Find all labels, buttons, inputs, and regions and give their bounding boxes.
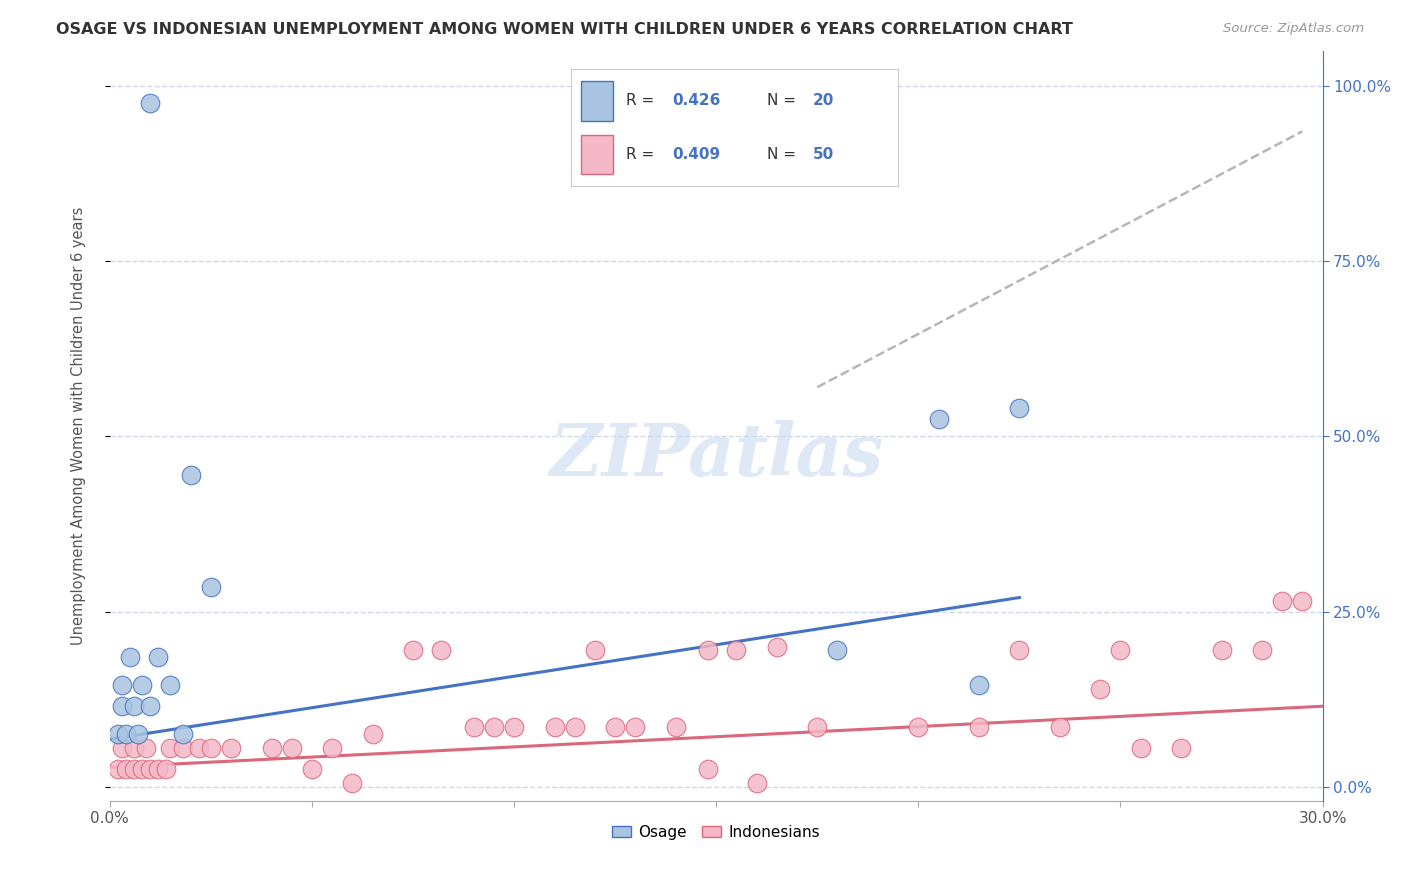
Point bbox=[342, 776, 364, 790]
Point bbox=[745, 776, 768, 790]
Point bbox=[139, 699, 162, 714]
Point bbox=[200, 741, 222, 756]
Point bbox=[1090, 681, 1112, 696]
Text: OSAGE VS INDONESIAN UNEMPLOYMENT AMONG WOMEN WITH CHILDREN UNDER 6 YEARS CORRELA: OSAGE VS INDONESIAN UNEMPLOYMENT AMONG W… bbox=[56, 22, 1073, 37]
Text: Source: ZipAtlas.com: Source: ZipAtlas.com bbox=[1223, 22, 1364, 36]
Point bbox=[1211, 643, 1233, 657]
Point bbox=[155, 762, 177, 776]
Point bbox=[766, 640, 789, 654]
Point bbox=[1251, 643, 1274, 657]
Point bbox=[482, 720, 505, 734]
Point bbox=[159, 741, 181, 756]
Point bbox=[172, 741, 194, 756]
Point bbox=[148, 650, 170, 665]
Point bbox=[697, 643, 720, 657]
Legend: Osage, Indonesians: Osage, Indonesians bbox=[606, 819, 827, 846]
Point bbox=[1008, 401, 1031, 416]
Point bbox=[430, 643, 453, 657]
Point bbox=[624, 720, 647, 734]
Point bbox=[564, 720, 586, 734]
Point bbox=[1109, 643, 1132, 657]
Point bbox=[605, 720, 627, 734]
Point bbox=[180, 467, 202, 482]
Point bbox=[1129, 741, 1152, 756]
Point bbox=[503, 720, 526, 734]
Point bbox=[131, 762, 153, 776]
Point bbox=[120, 650, 142, 665]
Point bbox=[111, 699, 134, 714]
Point bbox=[967, 678, 990, 692]
Point bbox=[260, 741, 283, 756]
Point bbox=[107, 727, 129, 741]
Point bbox=[107, 762, 129, 776]
Point bbox=[928, 411, 950, 425]
Point bbox=[131, 678, 153, 692]
Point bbox=[172, 727, 194, 741]
Point bbox=[115, 762, 138, 776]
Point bbox=[200, 580, 222, 594]
Point bbox=[1008, 643, 1031, 657]
Point bbox=[463, 720, 485, 734]
Point bbox=[219, 741, 242, 756]
Point bbox=[321, 741, 343, 756]
Point bbox=[135, 741, 157, 756]
Point bbox=[122, 699, 145, 714]
Point bbox=[543, 720, 565, 734]
Point bbox=[1170, 741, 1192, 756]
Point bbox=[281, 741, 304, 756]
Point bbox=[122, 762, 145, 776]
Point bbox=[187, 741, 209, 756]
Point bbox=[967, 720, 990, 734]
Point bbox=[1291, 594, 1313, 608]
Y-axis label: Unemployment Among Women with Children Under 6 years: Unemployment Among Women with Children U… bbox=[72, 207, 86, 645]
Point bbox=[148, 762, 170, 776]
Point bbox=[139, 762, 162, 776]
Point bbox=[907, 720, 929, 734]
Point bbox=[697, 762, 720, 776]
Point bbox=[122, 741, 145, 756]
Point bbox=[1049, 720, 1071, 734]
Point bbox=[806, 720, 828, 734]
Point bbox=[665, 720, 688, 734]
Point bbox=[159, 678, 181, 692]
Point bbox=[301, 762, 323, 776]
Point bbox=[583, 643, 606, 657]
Point bbox=[685, 96, 707, 111]
Point bbox=[111, 678, 134, 692]
Text: ZIPatlas: ZIPatlas bbox=[550, 420, 883, 491]
Point bbox=[127, 727, 149, 741]
Point bbox=[361, 727, 384, 741]
Point bbox=[827, 643, 849, 657]
Point bbox=[402, 643, 425, 657]
Point bbox=[111, 741, 134, 756]
Point bbox=[139, 96, 162, 111]
Point bbox=[725, 643, 748, 657]
Point bbox=[1271, 594, 1294, 608]
Point bbox=[115, 727, 138, 741]
